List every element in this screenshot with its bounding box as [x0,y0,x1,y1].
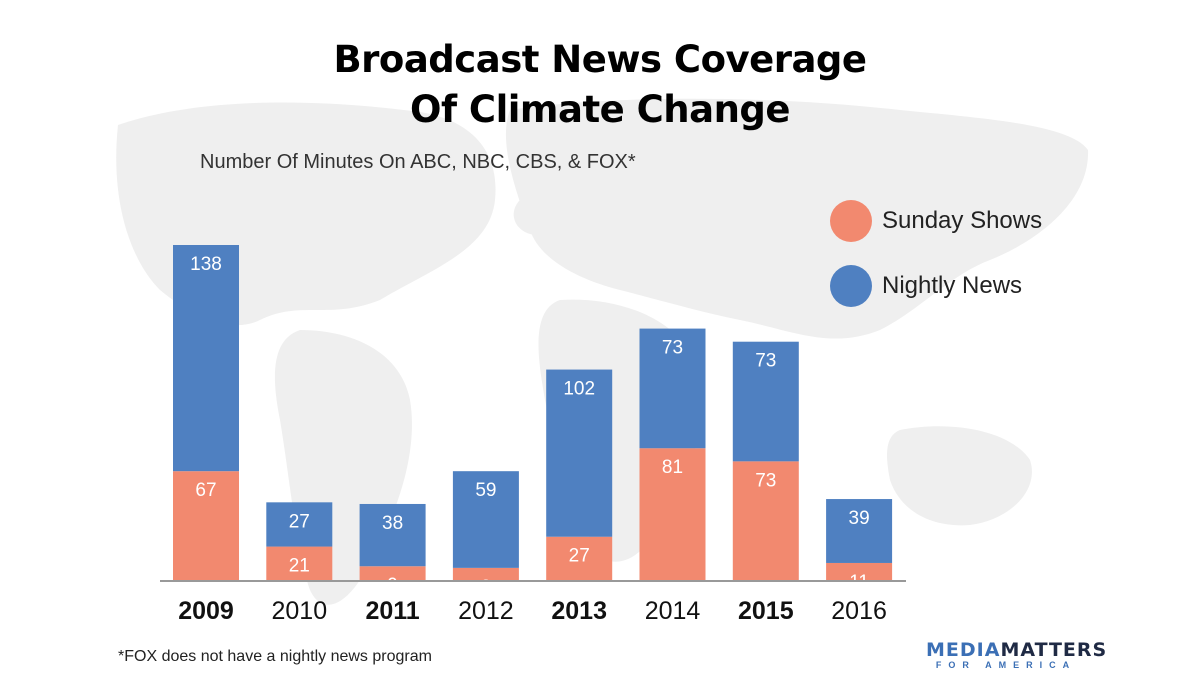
data-label-nightly-news-2014: 73 [662,338,683,359]
data-label-nightly-news-2010: 27 [289,511,310,532]
bar-sunday-shows-2009 [173,471,239,581]
logo-text-matters: MATTERS [1000,639,1108,661]
bar-nightly-news-2015 [732,341,799,462]
x-tick-label-2015: 2015 [738,597,794,625]
x-tick-label-2010: 2010 [271,597,327,625]
bar-nightly-news-2016 [826,499,893,563]
data-label-nightly-news-2009: 138 [190,254,222,275]
x-tick-label-2012: 2012 [458,597,514,625]
data-label-sunday-shows-2012: 8 [481,577,492,598]
bar-sunday-shows-2012 [452,567,519,581]
logo-text-media: MEDIA [926,639,1001,661]
legend-swatch-nightly-news [830,265,872,307]
data-label-sunday-shows-2010: 21 [289,556,310,577]
bar-nightly-news-2010 [266,502,333,547]
data-label-nightly-news-2012: 59 [475,480,496,501]
bar-nightly-news-2013 [546,369,613,537]
data-label-sunday-shows-2009: 67 [195,480,216,501]
logo-subtext: FOR AMERICA [935,660,1077,670]
chart-title-line-1: Broadcast News Coverage [333,38,867,81]
legend-item-sunday-shows: Sunday Shows [830,199,1042,243]
data-label-sunday-shows-2015: 73 [755,470,776,491]
chart-title-line-2: Of Climate Change [409,88,791,131]
x-tick-label-2009: 2009 [178,597,234,625]
bar-nightly-news-2012 [452,471,519,568]
legend-item-nightly-news: Nightly News [830,264,1022,308]
bar-sunday-shows-2016 [826,562,893,581]
data-label-sunday-shows-2016: 11 [849,572,869,593]
data-label-sunday-shows-2013: 27 [569,546,590,567]
data-label-nightly-news-2016: 39 [849,508,870,529]
data-label-nightly-news-2013: 102 [563,379,595,400]
media-matters-logo: MEDIAMATTERS FOR AMERICA [926,639,1106,671]
legend-label-sunday-shows: Sunday Shows [882,207,1043,234]
bar-sunday-shows-2014 [639,448,706,581]
data-label-nightly-news-2015: 73 [755,351,776,372]
data-label-nightly-news-2011: 38 [382,513,403,534]
chart-subtitle: Number Of Minutes On ABC, NBC, CBS, & FO… [200,151,636,173]
data-label-sunday-shows-2014: 81 [662,457,683,478]
bar-sunday-shows-2011 [359,566,426,581]
x-tick-label-2016: 2016 [831,597,887,625]
x-tick-label-2013: 2013 [551,597,607,625]
bar-sunday-shows-2010 [266,546,333,581]
bar-sunday-shows-2013 [546,536,613,581]
bar-nightly-news-2011 [359,503,426,567]
legend-label-nightly-news: Nightly News [882,272,1023,299]
bar-nightly-news-2014 [639,328,706,449]
bar-nightly-news-2009 [173,245,239,472]
bar-sunday-shows-2015 [732,461,799,581]
x-tick-label-2011: 2011 [365,597,419,625]
footnote: *FOX does not have a nightly news progra… [118,648,432,665]
legend-swatch-sunday-shows [830,200,872,242]
x-tick-label-2014: 2014 [645,597,701,625]
data-label-sunday-shows-2011: 9 [387,575,398,596]
